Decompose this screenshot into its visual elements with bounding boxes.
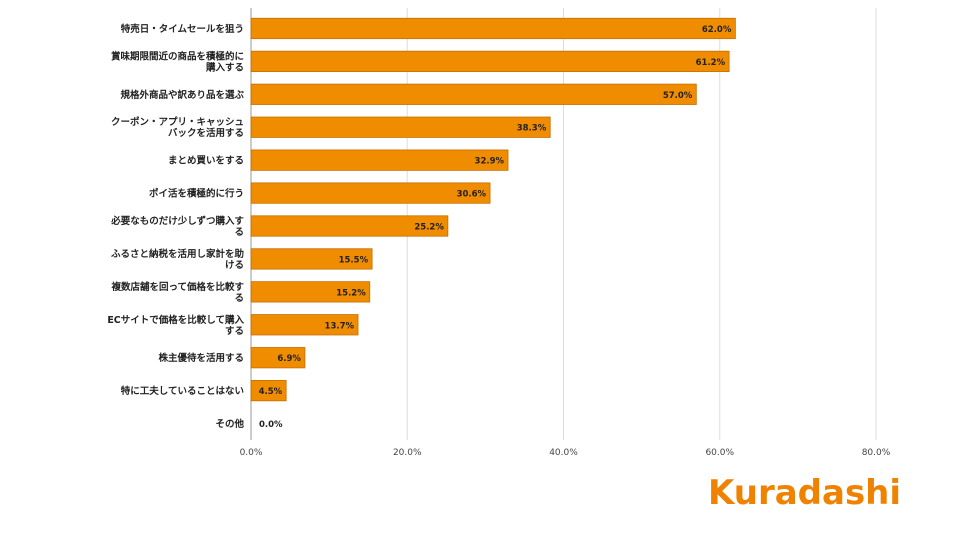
bar <box>250 281 371 303</box>
category-label: 規格外商品や訳あり品を選ぶ <box>120 89 244 101</box>
data-label: 0.0% <box>259 420 283 430</box>
bar <box>250 50 730 72</box>
x-tick-label: 60.0% <box>705 448 734 458</box>
data-label: 6.9% <box>277 354 301 364</box>
data-label: 61.2% <box>696 58 726 68</box>
logo-text: Kuradashi <box>708 473 902 513</box>
bar <box>250 314 359 336</box>
value-labels: 62.0% 61.2% 57.0% 38.3% 32.9% 30.6% 25.2% 15.5%… <box>259 25 732 430</box>
x-tick-label: 20.0% <box>393 448 422 458</box>
bar <box>250 149 509 171</box>
bars <box>250 17 736 402</box>
category-label: 賞味期限間近の商品を積極的に購入する <box>111 50 244 73</box>
category-label: 複数店舗を回って価格を比較する <box>110 281 244 304</box>
bar <box>250 380 287 402</box>
data-label: 15.5% <box>339 255 369 265</box>
bar <box>250 17 736 40</box>
category-label: その他 <box>215 418 244 430</box>
category-label: 必要なものだけ少しずつ購入する <box>110 215 244 238</box>
bar <box>250 83 697 105</box>
data-label: 4.5% <box>259 387 283 397</box>
bar <box>250 116 551 138</box>
bar <box>250 215 449 237</box>
x-tick-label: 80.0% <box>862 448 891 458</box>
bar <box>250 182 491 204</box>
data-label: 62.0% <box>702 25 732 35</box>
data-label: 15.2% <box>336 288 366 298</box>
x-tick-label: 40.0% <box>549 448 578 458</box>
data-label: 30.6% <box>457 190 487 200</box>
category-label: クーポン・アプリ・キャッシュバックを活用する <box>111 116 244 139</box>
category-label: 特に工夫していることはない <box>121 385 244 397</box>
category-labels: 特売日・タイムセールを狙う賞味期限間近の商品を積極的に購入する規格外商品や訳あり… <box>107 23 244 430</box>
kuradashi-logo: Kuradashi <box>708 476 901 510</box>
bar <box>250 248 373 270</box>
category-label: 特売日・タイムセールを狙う <box>121 23 244 35</box>
category-label: 株主優待を活用する <box>158 352 244 364</box>
data-label: 38.3% <box>517 124 547 134</box>
bar <box>250 347 306 369</box>
category-label: まとめ買いをする <box>168 155 244 167</box>
data-label: 13.7% <box>325 321 355 331</box>
x-tick-label: 0.0% <box>240 448 263 458</box>
data-label: 32.9% <box>475 157 505 167</box>
data-label: 25.2% <box>414 223 444 233</box>
category-label: ふるさと納税を活用し家計を助ける <box>111 248 245 271</box>
category-label: ECサイトで価格を比較して購入する <box>107 314 244 337</box>
category-label: ポイ活を積極的に行う <box>149 188 244 200</box>
x-axis-tick-labels: 0.0% 20.0% 40.0% 60.0% 80.0% <box>240 448 891 458</box>
data-label: 57.0% <box>663 91 693 101</box>
